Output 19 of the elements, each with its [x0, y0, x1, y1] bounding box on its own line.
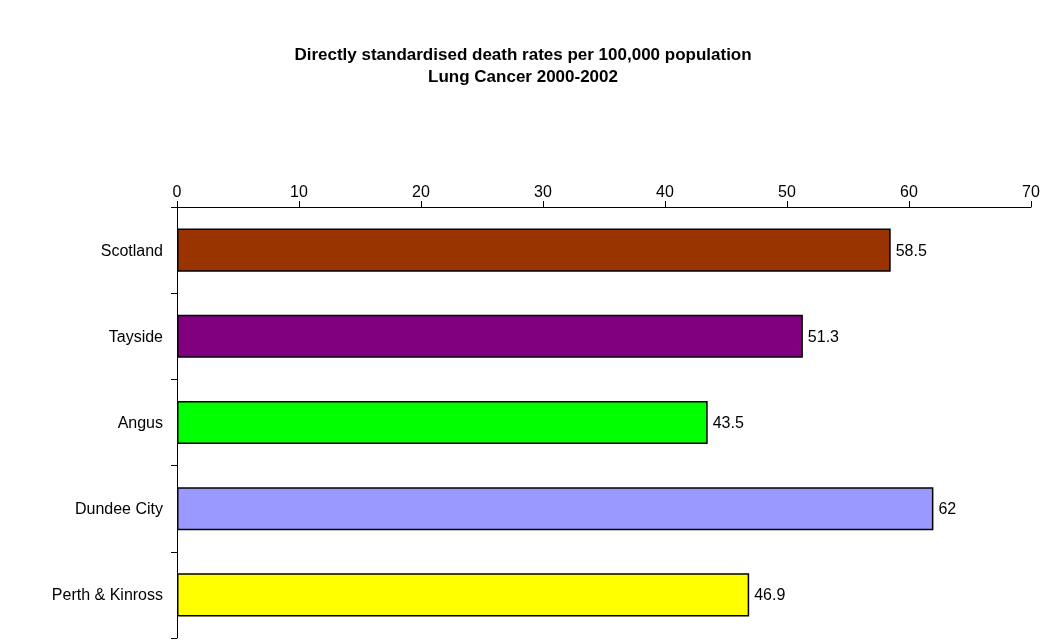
x-tick-label: 60 — [900, 182, 918, 200]
x-tick-label: 50 — [778, 182, 796, 200]
y-tick-label: Scotland — [100, 241, 163, 259]
data-label: 46.9 — [754, 586, 786, 604]
x-tick-label: 40 — [656, 182, 674, 200]
data-label: 43.5 — [712, 414, 744, 431]
x-tick-label: 20 — [412, 182, 430, 200]
y-tick-label: Angus — [117, 414, 163, 431]
x-tick-label: 10 — [290, 182, 308, 200]
data-label: 58.5 — [895, 241, 927, 259]
y-tick-label: Perth & Kinross — [51, 586, 163, 604]
x-tick-label: 70 — [1022, 182, 1040, 200]
x-tick-label: 30 — [534, 182, 552, 200]
chart-title: Directly standardised death rates per 100,000 population Lung Cancer 2000-2002 — [294, 44, 752, 86]
data-label: 62 — [938, 500, 957, 518]
y-tick-label: Dundee City — [74, 500, 163, 518]
x-tick-label: 0 — [172, 182, 182, 200]
data-label: 51.3 — [807, 327, 840, 345]
y-tick-label: Tayside — [108, 327, 164, 345]
